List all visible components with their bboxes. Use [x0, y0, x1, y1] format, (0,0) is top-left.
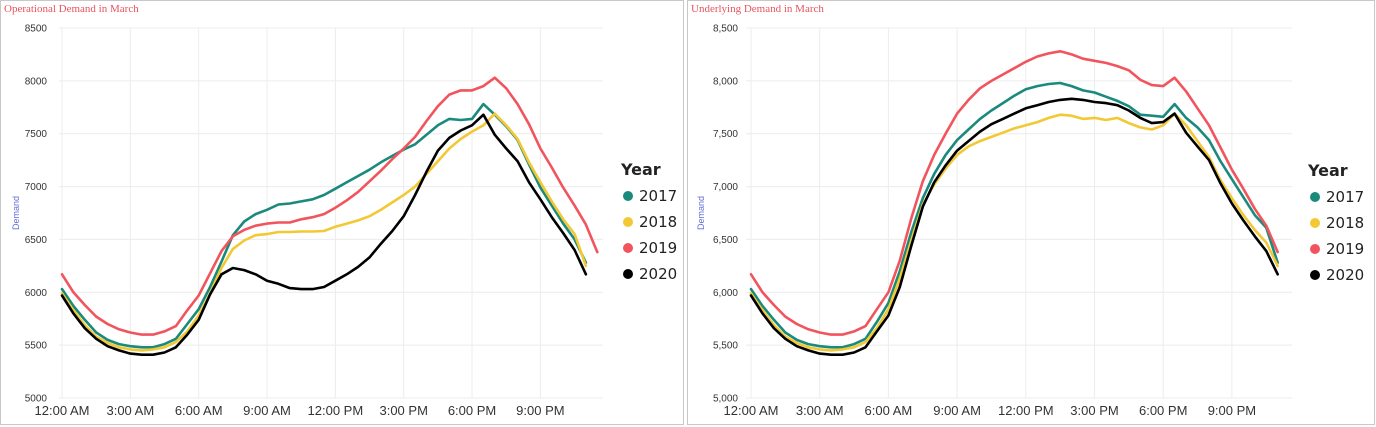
y-tick-label: 8,500 [713, 24, 738, 35]
x-tick-label: 3:00 PM [379, 403, 427, 418]
series-line-2020 [60, 113, 588, 357]
y-tick-label: 8000 [25, 76, 48, 87]
series-line-2018 [749, 112, 1280, 352]
legend-title: Year [1307, 161, 1348, 180]
y-tick-label: 5,000 [713, 394, 738, 405]
x-tick-label: 6:00 PM [1139, 403, 1187, 418]
series-line-2020 [749, 97, 1280, 357]
y-tick-label: 7500 [25, 129, 48, 140]
x-tick-label: 3:00 AM [106, 403, 154, 418]
legend-entry-2017: 2017 [639, 187, 677, 205]
underlying-demand-chart: 5,000 5,500 6,000 6,500 7,000 7,500 8,000 8,500… [696, 24, 1364, 419]
legend-marker-2017 [1310, 192, 1320, 202]
y-tick-label: 8500 [25, 24, 48, 35]
legend-entry-2020: 2020 [639, 265, 677, 283]
y-tick-label: 6500 [25, 235, 48, 246]
x-tick-label: 6:00 AM [175, 403, 223, 418]
x-tick-label: 6:00 AM [865, 403, 913, 418]
legend-marker-2020 [623, 269, 633, 279]
operational-demand-chart: 5000 5500 6000 6500 7000 7500 8000 8500 12:00 AM… [11, 24, 677, 419]
legend-entry-2020: 2020 [1326, 266, 1364, 284]
series-line-2019 [749, 49, 1280, 336]
x-tick-label: 12:00 AM [724, 403, 779, 418]
legend-marker-2019 [1310, 244, 1320, 254]
legend-title: Year [620, 160, 661, 179]
legend-entry-2019: 2019 [1326, 240, 1364, 258]
series-line-2017 [60, 102, 588, 349]
y-tick-label: 7,500 [713, 129, 738, 140]
series-line-2019 [60, 76, 599, 336]
x-tick-label: 3:00 AM [796, 403, 844, 418]
series-line-2017 [749, 81, 1280, 349]
y-tick-label: 5,500 [713, 341, 738, 352]
x-tick-label: 12:00 PM [308, 403, 364, 418]
legend-marker-2017 [623, 191, 633, 201]
legend-entry-2017: 2017 [1326, 188, 1364, 206]
legend-entry-2018: 2018 [639, 213, 677, 231]
x-tick-label: 12:00 PM [998, 403, 1054, 418]
x-tick-label: 9:00 PM [516, 403, 564, 418]
legend-marker-2019 [623, 243, 633, 253]
legend-entry-2018: 2018 [1326, 214, 1364, 232]
y-tick-label: 6,500 [713, 235, 738, 246]
y-tick-label: 6000 [25, 288, 48, 299]
x-tick-label: 3:00 PM [1070, 403, 1118, 418]
y-tick-label: 8,000 [713, 76, 738, 87]
chart-title: Operational Demand in March [4, 3, 139, 15]
chart-panel-operational: Operational Demand in March 5000 5500 6000… [0, 0, 684, 425]
legend-marker-2020 [1310, 270, 1320, 280]
y-axis-label: Demand [696, 196, 706, 230]
y-axis-label: Demand [11, 196, 21, 230]
x-tick-label: 9:00 PM [1208, 403, 1256, 418]
chart-panel-underlying: Underlying Demand in March 5,000 5,500 6,0… [687, 0, 1375, 425]
y-tick-label: 6,000 [713, 288, 738, 299]
chart-title: Underlying Demand in March [691, 3, 824, 15]
series-line-2018 [60, 112, 588, 352]
legend-marker-2018 [1310, 218, 1320, 228]
x-tick-label: 6:00 PM [448, 403, 496, 418]
y-tick-label: 7000 [25, 182, 48, 193]
y-tick-label: 7,000 [713, 182, 738, 193]
x-tick-label: 9:00 AM [243, 403, 291, 418]
x-tick-label: 9:00 AM [933, 403, 981, 418]
legend-entry-2019: 2019 [639, 239, 677, 257]
y-tick-label: 5000 [25, 394, 48, 405]
x-tick-label: 12:00 AM [35, 403, 90, 418]
y-tick-label: 5500 [25, 341, 48, 352]
legend-marker-2018 [623, 217, 633, 227]
